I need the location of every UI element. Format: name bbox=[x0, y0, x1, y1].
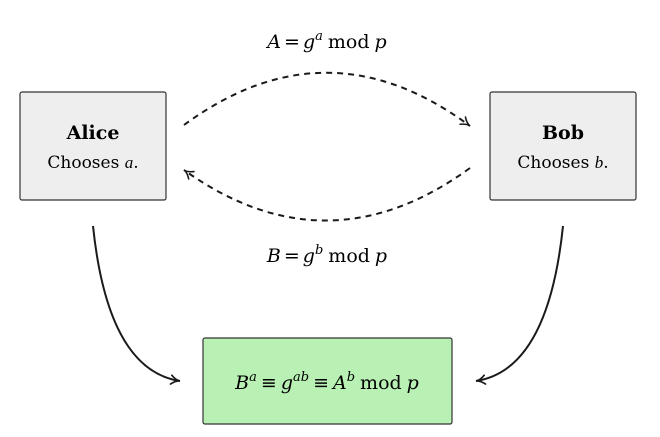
atob-base: g bbox=[303, 31, 315, 53]
bob-action: Chooses b. bbox=[517, 153, 608, 173]
btoa-exp: b bbox=[315, 243, 323, 258]
arrow-alice-to-bob bbox=[183, 71, 471, 127]
alice-action: Chooses a. bbox=[47, 153, 138, 173]
btoa-eq: = bbox=[284, 245, 300, 267]
shared-exp-ab: ab bbox=[293, 370, 309, 385]
alice-action-var: a bbox=[125, 153, 134, 172]
label-alice-to-bob: A = ga mod p bbox=[265, 29, 386, 53]
shared-secret-node: Ba ≡ gab ≡ Ab mod p bbox=[202, 337, 453, 425]
shared-equiv-2: ≡ bbox=[313, 372, 329, 394]
arrow-alice-to-shared bbox=[92, 225, 181, 385]
alice-action-prefix: Chooses bbox=[47, 153, 124, 173]
atob-lhs: A bbox=[265, 31, 281, 53]
shared-base-g: g bbox=[281, 372, 293, 394]
label-bob-to-alice: B = gb mod p bbox=[266, 243, 387, 267]
arrow-bob-to-alice bbox=[183, 167, 471, 222]
shared-modulus: p bbox=[407, 372, 419, 394]
atob-mod: mod bbox=[328, 31, 370, 53]
btoa-base: g bbox=[303, 245, 315, 267]
alice-action-suffix: . bbox=[133, 153, 138, 173]
shared-mod: mod bbox=[360, 372, 402, 394]
alice-box bbox=[19, 91, 167, 201]
atob-modulus: p bbox=[375, 31, 387, 53]
shared-base-a: A bbox=[331, 372, 347, 394]
shared-equiv-1: ≡ bbox=[261, 372, 277, 394]
btoa-lhs: B bbox=[266, 245, 281, 267]
bob-box bbox=[489, 91, 637, 201]
shared-secret-formula: Ba ≡ gab ≡ Ab mod p bbox=[234, 370, 419, 394]
atob-exp: a bbox=[315, 29, 323, 44]
alice-name: Alice bbox=[66, 122, 120, 144]
bob-name: Bob bbox=[542, 122, 584, 144]
bob-node: Bob Chooses b. bbox=[489, 91, 637, 201]
bob-action-prefix: Chooses bbox=[517, 153, 594, 173]
shared-exp-a: a bbox=[249, 370, 257, 385]
arrow-bob-to-shared bbox=[475, 225, 564, 385]
shared-exp-b: b bbox=[347, 370, 355, 385]
btoa-mod: mod bbox=[328, 245, 370, 267]
atob-eq: = bbox=[284, 31, 300, 53]
btoa-modulus: p bbox=[375, 245, 387, 267]
shared-secret-box bbox=[202, 337, 453, 425]
alice-node: Alice Chooses a. bbox=[19, 91, 167, 201]
shared-base-b: B bbox=[234, 372, 249, 394]
bob-action-var: b bbox=[595, 153, 604, 172]
bob-action-suffix: . bbox=[603, 153, 608, 173]
